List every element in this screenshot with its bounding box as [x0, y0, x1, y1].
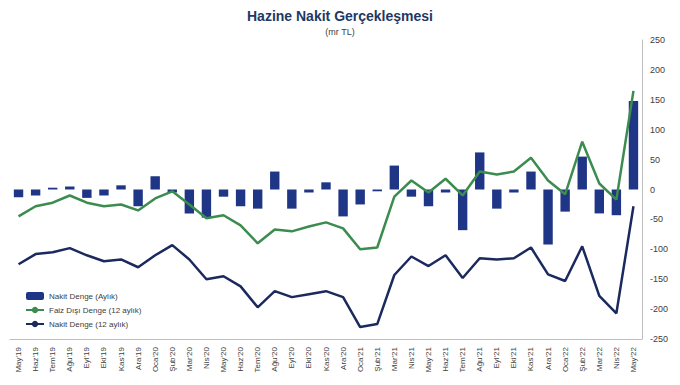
svg-text:May'22: May'22 — [629, 346, 638, 372]
svg-text:50: 50 — [650, 155, 660, 165]
svg-text:May'21: May'21 — [424, 346, 433, 372]
svg-text:Ağu'21: Ağu'21 — [475, 346, 484, 371]
svg-text:200: 200 — [650, 65, 665, 75]
svg-text:-200: -200 — [650, 304, 668, 314]
svg-text:May'20: May'20 — [219, 346, 228, 372]
svg-text:Haz'21: Haz'21 — [441, 346, 450, 371]
svg-text:Nakit Denge (Aylık): Nakit Denge (Aylık) — [49, 292, 118, 301]
svg-text:Mar'22: Mar'22 — [595, 346, 604, 371]
svg-text:Eyl'20: Eyl'20 — [287, 346, 296, 368]
svg-text:Haz'19: Haz'19 — [31, 346, 40, 371]
svg-text:Nakit Denge (12 aylık): Nakit Denge (12 aylık) — [49, 320, 128, 329]
svg-text:-100: -100 — [650, 244, 668, 254]
svg-text:Şub'20: Şub'20 — [168, 346, 177, 371]
svg-text:Oca'20: Oca'20 — [151, 346, 160, 372]
svg-text:Eyl'21: Eyl'21 — [492, 346, 501, 368]
svg-text:Tem'20: Tem'20 — [253, 346, 262, 372]
svg-text:150: 150 — [650, 95, 665, 105]
svg-text:0: 0 — [650, 185, 655, 195]
svg-text:Ağu'19: Ağu'19 — [65, 346, 74, 371]
svg-text:Hazine Nakit Gerçekleşmesi: Hazine Nakit Gerçekleşmesi — [247, 8, 433, 24]
svg-text:Nis'20: Nis'20 — [202, 346, 211, 369]
svg-text:Eki'20: Eki'20 — [304, 346, 313, 368]
svg-text:Şub'22: Şub'22 — [578, 346, 587, 371]
svg-text:Tem'21: Tem'21 — [458, 346, 467, 372]
svg-text:Şub'21: Şub'21 — [373, 346, 382, 371]
svg-text:Ara'19: Ara'19 — [134, 346, 143, 369]
svg-text:Nis'22: Nis'22 — [612, 346, 621, 369]
svg-text:Tem'19: Tem'19 — [48, 346, 57, 372]
svg-text:Mar'20: Mar'20 — [185, 346, 194, 371]
svg-text:Ara'20: Ara'20 — [339, 346, 348, 369]
svg-text:Kas'21: Kas'21 — [526, 346, 535, 371]
svg-text:Faiz Dışı Denge (12 aylık): Faiz Dışı Denge (12 aylık) — [49, 306, 142, 315]
svg-text:100: 100 — [650, 125, 665, 135]
svg-text:May'19: May'19 — [14, 346, 23, 372]
svg-text:-250: -250 — [650, 334, 668, 344]
svg-text:-150: -150 — [650, 274, 668, 284]
svg-text:-50: -50 — [650, 214, 663, 224]
svg-text:(mr TL): (mr TL) — [325, 27, 354, 37]
svg-text:Ara'21: Ara'21 — [544, 346, 553, 369]
svg-text:Nis'21: Nis'21 — [407, 346, 416, 369]
svg-text:Eki'21: Eki'21 — [509, 346, 518, 368]
svg-text:250: 250 — [650, 35, 665, 45]
svg-text:Kas'20: Kas'20 — [322, 346, 331, 371]
svg-text:Haz'20: Haz'20 — [236, 346, 245, 371]
svg-text:Oca'22: Oca'22 — [561, 346, 570, 372]
svg-text:Eyl'19: Eyl'19 — [82, 346, 91, 368]
svg-text:Oca'21: Oca'21 — [356, 346, 365, 372]
svg-text:Mar'21: Mar'21 — [390, 346, 399, 371]
svg-text:Kas'19: Kas'19 — [117, 346, 126, 371]
svg-text:Eki'19: Eki'19 — [99, 346, 108, 368]
svg-text:Ağu'20: Ağu'20 — [270, 346, 279, 371]
